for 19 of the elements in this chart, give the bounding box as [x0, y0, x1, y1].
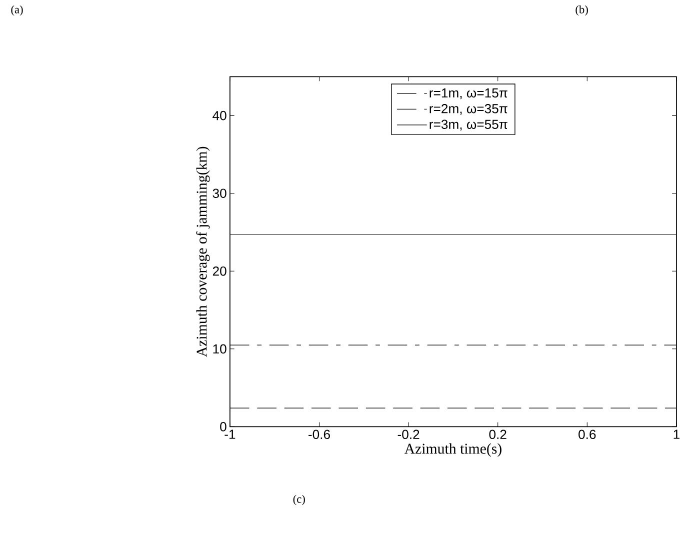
x-tick-label: 0.6	[578, 430, 596, 439]
y-tick-label: 0	[220, 422, 226, 432]
y-tick-label: 20	[212, 266, 226, 276]
legend-label: r=2m, ω=35π	[430, 104, 508, 115]
text: (a)	[11, 5, 23, 16]
legend-label: r=3m, ω=55π	[430, 119, 508, 130]
text: (c)	[293, 494, 305, 505]
legend-label: r=1m, ω=15π	[430, 88, 508, 99]
x-tick-label: 1	[674, 430, 680, 439]
text: (b)	[576, 5, 588, 16]
y-axis-title: Azimuth coverage of jamming(km)	[196, 146, 210, 357]
x-tick-label: -1	[224, 430, 236, 439]
x-axis-title: Azimuth time(s)	[404, 443, 502, 457]
y-tick-label: 40	[212, 110, 226, 120]
x-tick-label: 0.2	[489, 430, 506, 439]
x-tick-label: -0.6	[308, 430, 330, 439]
y-tick-label: 10	[213, 344, 226, 354]
y-tick-label: 30	[212, 188, 226, 198]
x-tick-label: -0.2	[398, 430, 420, 439]
